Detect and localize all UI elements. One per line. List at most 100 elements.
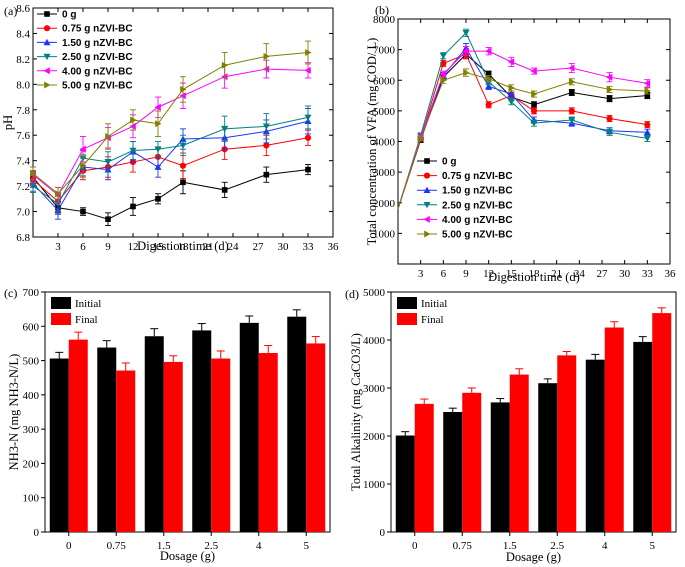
bar (97, 347, 117, 532)
data-point (440, 76, 447, 84)
legend: 0 g 0.75 g nZVI-BC 1.50 g nZVI-BC 2.50 g nZ… (417, 157, 513, 241)
legend-marker (423, 215, 430, 223)
bar (116, 370, 136, 532)
data-point (305, 166, 311, 173)
data-point (644, 121, 651, 128)
x-tick-label: 0 (412, 540, 418, 552)
legend-marker (44, 81, 51, 89)
series-3 (397, 28, 651, 210)
legend-marker (43, 38, 51, 46)
data-point (439, 52, 447, 60)
x-tick-label: 5 (304, 540, 310, 552)
x-tick-label: 36 (328, 241, 340, 253)
bar (163, 361, 183, 532)
y-tick-label: 8.6 (16, 3, 30, 15)
x-tick-label: 6 (441, 268, 447, 280)
x-tick-label: 1.5 (503, 540, 517, 552)
series-1 (397, 49, 651, 210)
plot-frame (397, 18, 671, 265)
data-point (30, 169, 37, 177)
bar (239, 322, 259, 532)
x-tick-label: 36 (665, 268, 677, 280)
data-point (462, 29, 470, 37)
data-point (104, 159, 112, 166)
y-tick-label: 600 (23, 321, 40, 333)
y-tick-label: 0 (380, 527, 386, 539)
bar (462, 392, 482, 532)
legend-marker (43, 53, 51, 61)
y-tick-label: 7000 (373, 45, 396, 57)
data-point (439, 70, 447, 78)
x-tick-label: 21 (551, 268, 562, 280)
x-tick-label: 15 (153, 241, 165, 253)
data-point (155, 120, 162, 128)
y-tick-label: 4000 (373, 137, 396, 149)
x-tick-label: 4 (256, 540, 262, 552)
x-tick-label: 21 (203, 241, 214, 253)
chart-panel-a: 3 6 9 12 15 18 21 24 27 30 33 366.87.07.27.47.67.88… (1, 3, 339, 253)
legend-label: 4.00 g nZVI-BC (62, 66, 133, 77)
chart-panel-c: 0 0.75 1.5 2.5 4 5 0 100 200 300 400 500 600 700 Dosag… (4, 286, 331, 563)
legend-swatch (397, 313, 417, 325)
x-tick-label: 24 (228, 241, 240, 253)
data-point (606, 95, 613, 102)
legend-marker (423, 186, 431, 193)
bar (604, 327, 624, 532)
panel-label: (d) (345, 287, 359, 301)
data-point (507, 58, 515, 66)
x-tick-label: 30 (619, 268, 631, 280)
x-tick-label: 27 (597, 268, 609, 280)
data-point (179, 162, 187, 169)
bar (509, 374, 529, 532)
x-tick-label: 5 (650, 540, 656, 552)
chart-panel-d: 0 0.75 1.5 2.5 4 5 0 1000 2000 3000 4000 5000 Dosage… (345, 287, 677, 564)
legend-label: 5.00 g nZVI-BC (442, 230, 513, 241)
data-point (568, 107, 575, 114)
data-point (530, 67, 537, 75)
data-point (531, 101, 537, 108)
panel-label: (b) (375, 3, 389, 17)
bar (258, 353, 278, 532)
data-point (221, 61, 229, 69)
bar (585, 359, 605, 532)
data-point (485, 82, 493, 90)
x-tick-label: 3 (55, 241, 61, 253)
data-point (105, 132, 112, 140)
data-point (129, 147, 137, 154)
series-5 (397, 68, 651, 210)
legend-swatch (51, 313, 71, 325)
legend-label: 2.50 g nZVI-BC (442, 200, 513, 211)
x-tick-label: 15 (506, 268, 518, 280)
data-point (55, 190, 62, 198)
x-tick-label: 0.75 (453, 540, 473, 552)
panel-label: (a) (4, 4, 17, 18)
x-axis-title: Dosage (g) (160, 549, 215, 563)
y-tick-label: 6.8 (16, 232, 30, 244)
legend-swatch (51, 297, 71, 309)
plot-frame (44, 291, 331, 533)
plot-frame (390, 291, 677, 533)
legend: Initial Final (51, 297, 101, 326)
series-line (32, 120, 309, 212)
bar (557, 355, 577, 532)
legend-label: Initial (421, 298, 447, 310)
y-tick-label: 7.4 (16, 156, 30, 168)
y-axis-title: pH (1, 115, 15, 130)
y-tick-label: 5000 (363, 287, 386, 299)
bar (287, 316, 307, 532)
data-point (154, 163, 162, 170)
legend-label: 2.50 g nZVI-BC (62, 52, 133, 63)
series-line (32, 52, 309, 195)
x-tick-label: 9 (105, 241, 111, 253)
y-tick-label: 8.4 (16, 28, 30, 40)
data-point (508, 84, 515, 92)
data-point (105, 216, 111, 222)
legend-marker (43, 25, 51, 32)
bar (652, 313, 672, 532)
legend-label: 1.50 g nZVI-BC (442, 186, 513, 197)
x-tick-label: 6 (80, 241, 86, 253)
data-point (221, 187, 228, 193)
data-point (130, 116, 137, 124)
data-point (180, 85, 187, 93)
series-5 (30, 40, 312, 201)
